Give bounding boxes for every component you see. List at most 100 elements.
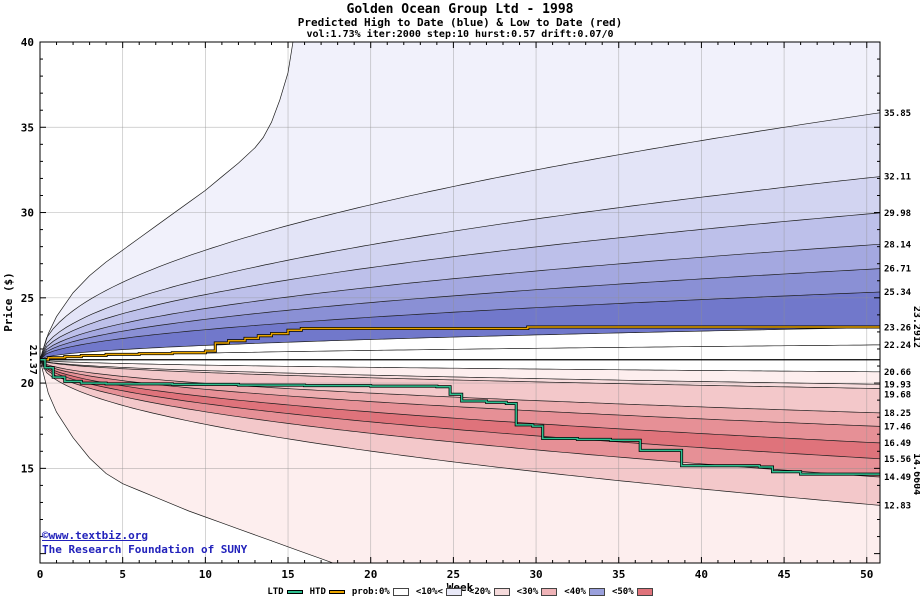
grid <box>40 42 880 563</box>
right-axis-label: 32.11 <box>884 173 911 183</box>
plot-border <box>39 41 881 564</box>
fan-band-lower <box>40 359 880 443</box>
x-tick-label: 10 <box>199 568 212 581</box>
right-axis-label: 26.71 <box>884 265 911 275</box>
legend-label: <50% <box>611 587 634 597</box>
boundary-curve <box>40 359 880 373</box>
boundary-curve <box>40 268 880 360</box>
boundary-curve <box>40 327 880 361</box>
chart-title: Golden Ocean Group Ltd - 1998 <box>346 2 574 17</box>
y-axis-title: Price ($) <box>2 272 15 332</box>
y-tick-label: 15 <box>21 462 34 475</box>
ltd-final-label: 14.6604 <box>911 453 920 495</box>
axis-ticks <box>40 42 880 563</box>
legend-item-40: <40% <box>564 587 605 597</box>
x-tick-label: 20 <box>364 568 377 581</box>
legend-label: <10%< <box>415 587 443 597</box>
legend-swatch <box>328 590 345 594</box>
boundary-curve <box>40 359 880 427</box>
fan-band-upper <box>40 268 880 360</box>
fan-band-upper <box>40 176 880 360</box>
htd-line <box>40 326 880 361</box>
x-tick-label: 30 <box>529 568 542 581</box>
boundary-curve <box>40 112 880 360</box>
fan-band-lower <box>40 359 880 427</box>
right-axis-label: 19.93 <box>884 380 911 390</box>
fan-band-lower <box>40 359 880 413</box>
boundary-curve <box>40 359 880 506</box>
boundary-curve <box>40 359 880 460</box>
legend-swatch <box>541 588 558 596</box>
legend-swatch <box>588 588 605 596</box>
x-tick-label: 50 <box>860 568 873 581</box>
htd-final-label: 23.2912 <box>911 306 920 348</box>
y-tick-label: 35 <box>21 121 34 134</box>
x-tick-label: 40 <box>695 568 708 581</box>
boundary-curve <box>40 42 294 360</box>
legend-swatch <box>286 590 303 594</box>
legend-label: HTD <box>309 587 326 597</box>
fan-band-lower <box>40 359 880 477</box>
legend-swatch <box>392 588 409 596</box>
y-tick-label: 40 <box>21 36 34 49</box>
fan-band-upper <box>40 244 880 360</box>
right-axis-label: 35.85 <box>884 109 911 119</box>
legend-label: prob:0% <box>351 587 390 597</box>
x-tick-label: 25 <box>447 568 460 581</box>
right-axis-label: 28.14 <box>884 240 912 250</box>
legend: LTD HTD prob:0% <10%< <20% <30% <40% <50% <box>0 587 920 597</box>
chart-subtitle: Predicted High to Date (blue) & Low to D… <box>297 16 623 29</box>
right-axis-label: 25.34 <box>884 288 912 298</box>
boundary-curve <box>40 243 880 360</box>
credit-org: The Research Foundation of SUNY <box>42 543 248 556</box>
fan-band-upper <box>40 327 880 360</box>
start-price-label: 21.37 <box>27 345 38 375</box>
legend-item-10: <10%< <box>416 587 462 597</box>
x-tick-label: 15 <box>281 568 294 581</box>
legend-swatch <box>493 588 510 596</box>
ltd-line <box>40 358 880 475</box>
fan-band-upper <box>40 112 880 360</box>
right-axis-label: 19.68 <box>884 390 911 400</box>
legend-item-htd: HTD <box>310 587 345 597</box>
right-axis-label: 14.49 <box>884 473 911 483</box>
boundary-curve <box>40 359 880 389</box>
legend-item-50: <50% <box>612 587 653 597</box>
credit-link[interactable]: ©www.textbiz.org <box>42 529 148 542</box>
x-tick-label: 35 <box>612 568 625 581</box>
y-tick-label: 25 <box>21 292 34 305</box>
right-axis-label: 29.98 <box>884 209 911 219</box>
fan-boundaries <box>40 42 880 563</box>
legend-label: <40% <box>564 587 586 597</box>
right-axis-label: 16.49 <box>884 439 911 449</box>
x-tick-label: 45 <box>777 568 790 581</box>
boundary-curve <box>40 359 880 444</box>
right-axis-label: 18.25 <box>884 409 911 419</box>
right-axis-label: 17.46 <box>884 422 911 432</box>
fan-band-lower <box>40 359 880 563</box>
y-tick-label: 20 <box>21 377 34 390</box>
x-tick-label: 5 <box>119 568 126 581</box>
legend-label: <20% <box>468 587 491 597</box>
right-axis-label: 15.56 <box>884 455 911 465</box>
fan-band-lower <box>40 359 880 506</box>
legend-label: LTD <box>267 587 284 597</box>
legend-item-ltd: LTD <box>267 587 303 597</box>
legend-swatch <box>636 588 653 596</box>
y-tick-label: 30 <box>21 207 34 220</box>
boundary-curve <box>40 359 880 385</box>
fan-band-upper <box>40 212 880 360</box>
legend-label: <30% <box>516 587 539 597</box>
boundary-curve <box>40 291 880 360</box>
boundary-curve <box>40 176 880 360</box>
boundary-curve <box>40 359 880 414</box>
fan-band-lower <box>40 359 880 459</box>
fan-bands <box>40 42 880 563</box>
legend-swatch <box>445 588 462 596</box>
legend-item-20: <20% <box>469 587 510 597</box>
boundary-curve <box>40 212 880 360</box>
fan-band-upper <box>40 292 880 360</box>
right-axis-label: 20.66 <box>884 368 911 378</box>
